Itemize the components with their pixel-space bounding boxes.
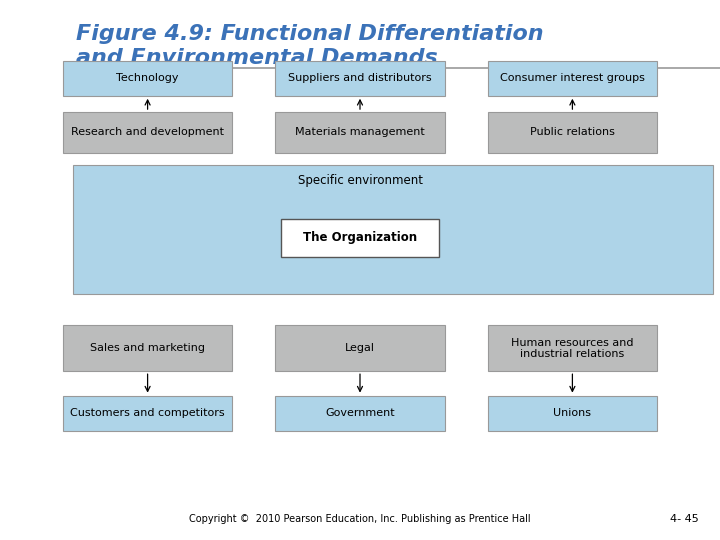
FancyBboxPatch shape [488,325,657,372]
FancyBboxPatch shape [63,325,232,372]
Text: Materials management: Materials management [295,127,425,137]
FancyBboxPatch shape [275,60,444,96]
FancyBboxPatch shape [488,112,657,152]
FancyBboxPatch shape [275,325,444,372]
FancyBboxPatch shape [63,395,232,431]
Text: Consumer interest groups: Consumer interest groups [500,73,645,83]
Text: Legal: Legal [345,343,375,353]
Text: The Organization: The Organization [303,231,417,244]
FancyBboxPatch shape [73,165,713,294]
FancyBboxPatch shape [275,112,444,152]
Text: Specific environment: Specific environment [297,174,423,187]
Text: Government: Government [325,408,395,418]
Text: Suppliers and distributors: Suppliers and distributors [288,73,432,83]
FancyBboxPatch shape [63,112,232,152]
FancyBboxPatch shape [275,395,444,431]
Text: Technology: Technology [117,73,179,83]
Text: Sales and marketing: Sales and marketing [90,343,205,353]
Text: Customers and competitors: Customers and competitors [71,408,225,418]
Text: 4- 45: 4- 45 [670,514,698,524]
Text: Unions: Unions [554,408,591,418]
Text: Research and development: Research and development [71,127,224,137]
FancyBboxPatch shape [488,395,657,431]
Text: Copyright ©  2010 Pearson Education, Inc. Publishing as Prentice Hall: Copyright © 2010 Pearson Education, Inc.… [189,514,531,524]
Text: Human resources and
industrial relations: Human resources and industrial relations [511,338,634,359]
FancyBboxPatch shape [488,60,657,96]
FancyBboxPatch shape [63,60,232,96]
Text: Public relations: Public relations [530,127,615,137]
Text: Figure 4.9: Functional Differentiation
and Environmental Demands: Figure 4.9: Functional Differentiation a… [76,24,543,68]
FancyBboxPatch shape [281,219,439,256]
